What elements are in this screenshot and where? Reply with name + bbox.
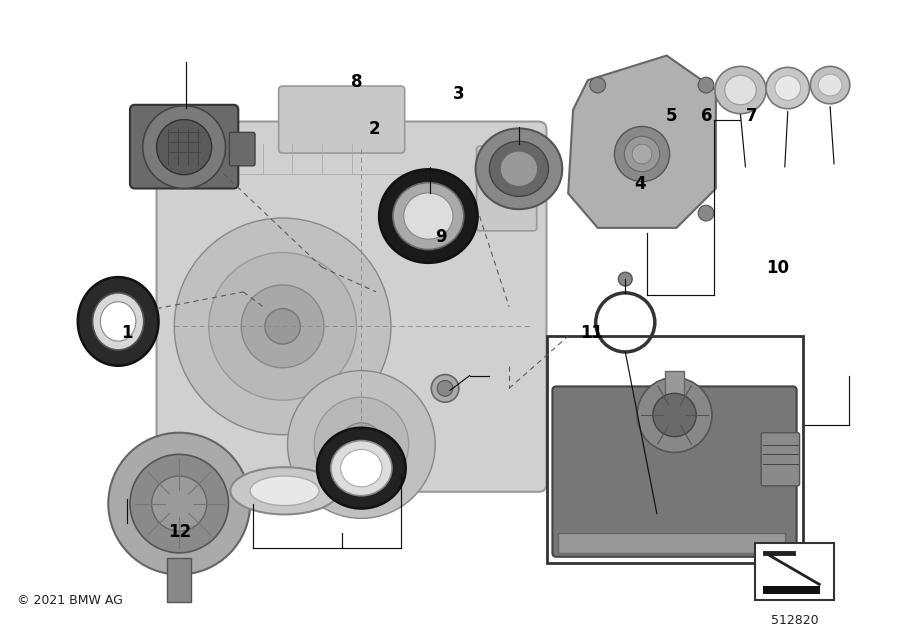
Circle shape <box>618 272 632 286</box>
FancyBboxPatch shape <box>477 146 536 231</box>
Circle shape <box>314 398 409 492</box>
Ellipse shape <box>775 76 801 100</box>
Text: 1: 1 <box>121 324 132 342</box>
Ellipse shape <box>724 75 756 105</box>
Text: 8: 8 <box>351 73 363 91</box>
Text: 4: 4 <box>634 175 646 193</box>
Circle shape <box>143 106 226 188</box>
Ellipse shape <box>317 428 406 508</box>
Circle shape <box>698 205 714 221</box>
Circle shape <box>175 218 391 435</box>
Circle shape <box>339 423 383 466</box>
Circle shape <box>437 381 453 396</box>
Ellipse shape <box>379 169 478 263</box>
Circle shape <box>151 476 207 531</box>
FancyBboxPatch shape <box>553 386 796 557</box>
Text: 7: 7 <box>745 107 757 125</box>
Ellipse shape <box>475 129 562 209</box>
Text: 3: 3 <box>453 86 464 103</box>
Circle shape <box>130 454 229 553</box>
Circle shape <box>637 377 712 452</box>
Text: © 2021 BMW AG: © 2021 BMW AG <box>17 594 122 607</box>
FancyBboxPatch shape <box>157 122 546 492</box>
Text: 12: 12 <box>168 523 192 541</box>
Bar <box>167 558 191 602</box>
FancyBboxPatch shape <box>130 105 238 188</box>
Ellipse shape <box>93 293 144 350</box>
Circle shape <box>431 375 459 402</box>
Polygon shape <box>568 55 716 228</box>
Circle shape <box>241 285 324 368</box>
Ellipse shape <box>818 74 842 96</box>
Ellipse shape <box>500 151 537 186</box>
Circle shape <box>625 136 660 172</box>
Ellipse shape <box>810 66 850 104</box>
Text: 2: 2 <box>369 120 381 137</box>
Ellipse shape <box>101 302 136 341</box>
Ellipse shape <box>250 476 319 505</box>
Circle shape <box>265 309 301 344</box>
Text: 10: 10 <box>767 259 789 277</box>
Text: 9: 9 <box>436 228 447 246</box>
Circle shape <box>157 120 212 175</box>
Ellipse shape <box>341 449 382 487</box>
Text: 6: 6 <box>701 107 713 125</box>
Circle shape <box>590 77 606 93</box>
Circle shape <box>652 393 697 437</box>
Circle shape <box>108 433 250 575</box>
Bar <box>546 336 803 563</box>
FancyBboxPatch shape <box>279 86 405 153</box>
Bar <box>755 543 834 600</box>
FancyBboxPatch shape <box>230 132 255 166</box>
Ellipse shape <box>404 193 453 239</box>
Circle shape <box>209 253 356 400</box>
Text: 11: 11 <box>580 324 603 342</box>
Bar <box>763 587 820 594</box>
Ellipse shape <box>230 467 338 515</box>
Ellipse shape <box>490 141 548 197</box>
Text: 5: 5 <box>666 107 678 125</box>
Ellipse shape <box>393 183 464 249</box>
Text: 512820: 512820 <box>770 614 818 627</box>
Circle shape <box>698 77 714 93</box>
Bar <box>558 533 785 553</box>
Ellipse shape <box>331 440 392 496</box>
FancyBboxPatch shape <box>761 433 799 486</box>
Ellipse shape <box>77 277 158 366</box>
Circle shape <box>632 144 652 164</box>
Ellipse shape <box>715 66 766 113</box>
Circle shape <box>615 127 670 181</box>
Ellipse shape <box>766 67 809 109</box>
Bar <box>665 370 684 418</box>
Circle shape <box>287 370 436 518</box>
